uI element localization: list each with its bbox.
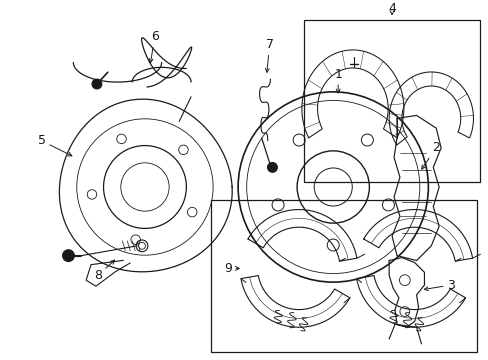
Text: 2: 2 (421, 141, 439, 169)
Text: 8: 8 (94, 260, 114, 282)
Circle shape (62, 250, 74, 261)
Circle shape (92, 79, 102, 89)
Bar (210, 200, 476, 352)
Text: 6: 6 (149, 31, 159, 63)
Text: 1: 1 (333, 68, 342, 93)
Text: 4: 4 (387, 2, 395, 15)
Bar (303, 20, 479, 182)
Text: 5: 5 (38, 134, 72, 156)
Text: 9: 9 (224, 262, 239, 275)
Text: 7: 7 (265, 38, 273, 72)
Text: 3: 3 (424, 279, 454, 292)
Circle shape (267, 162, 277, 172)
